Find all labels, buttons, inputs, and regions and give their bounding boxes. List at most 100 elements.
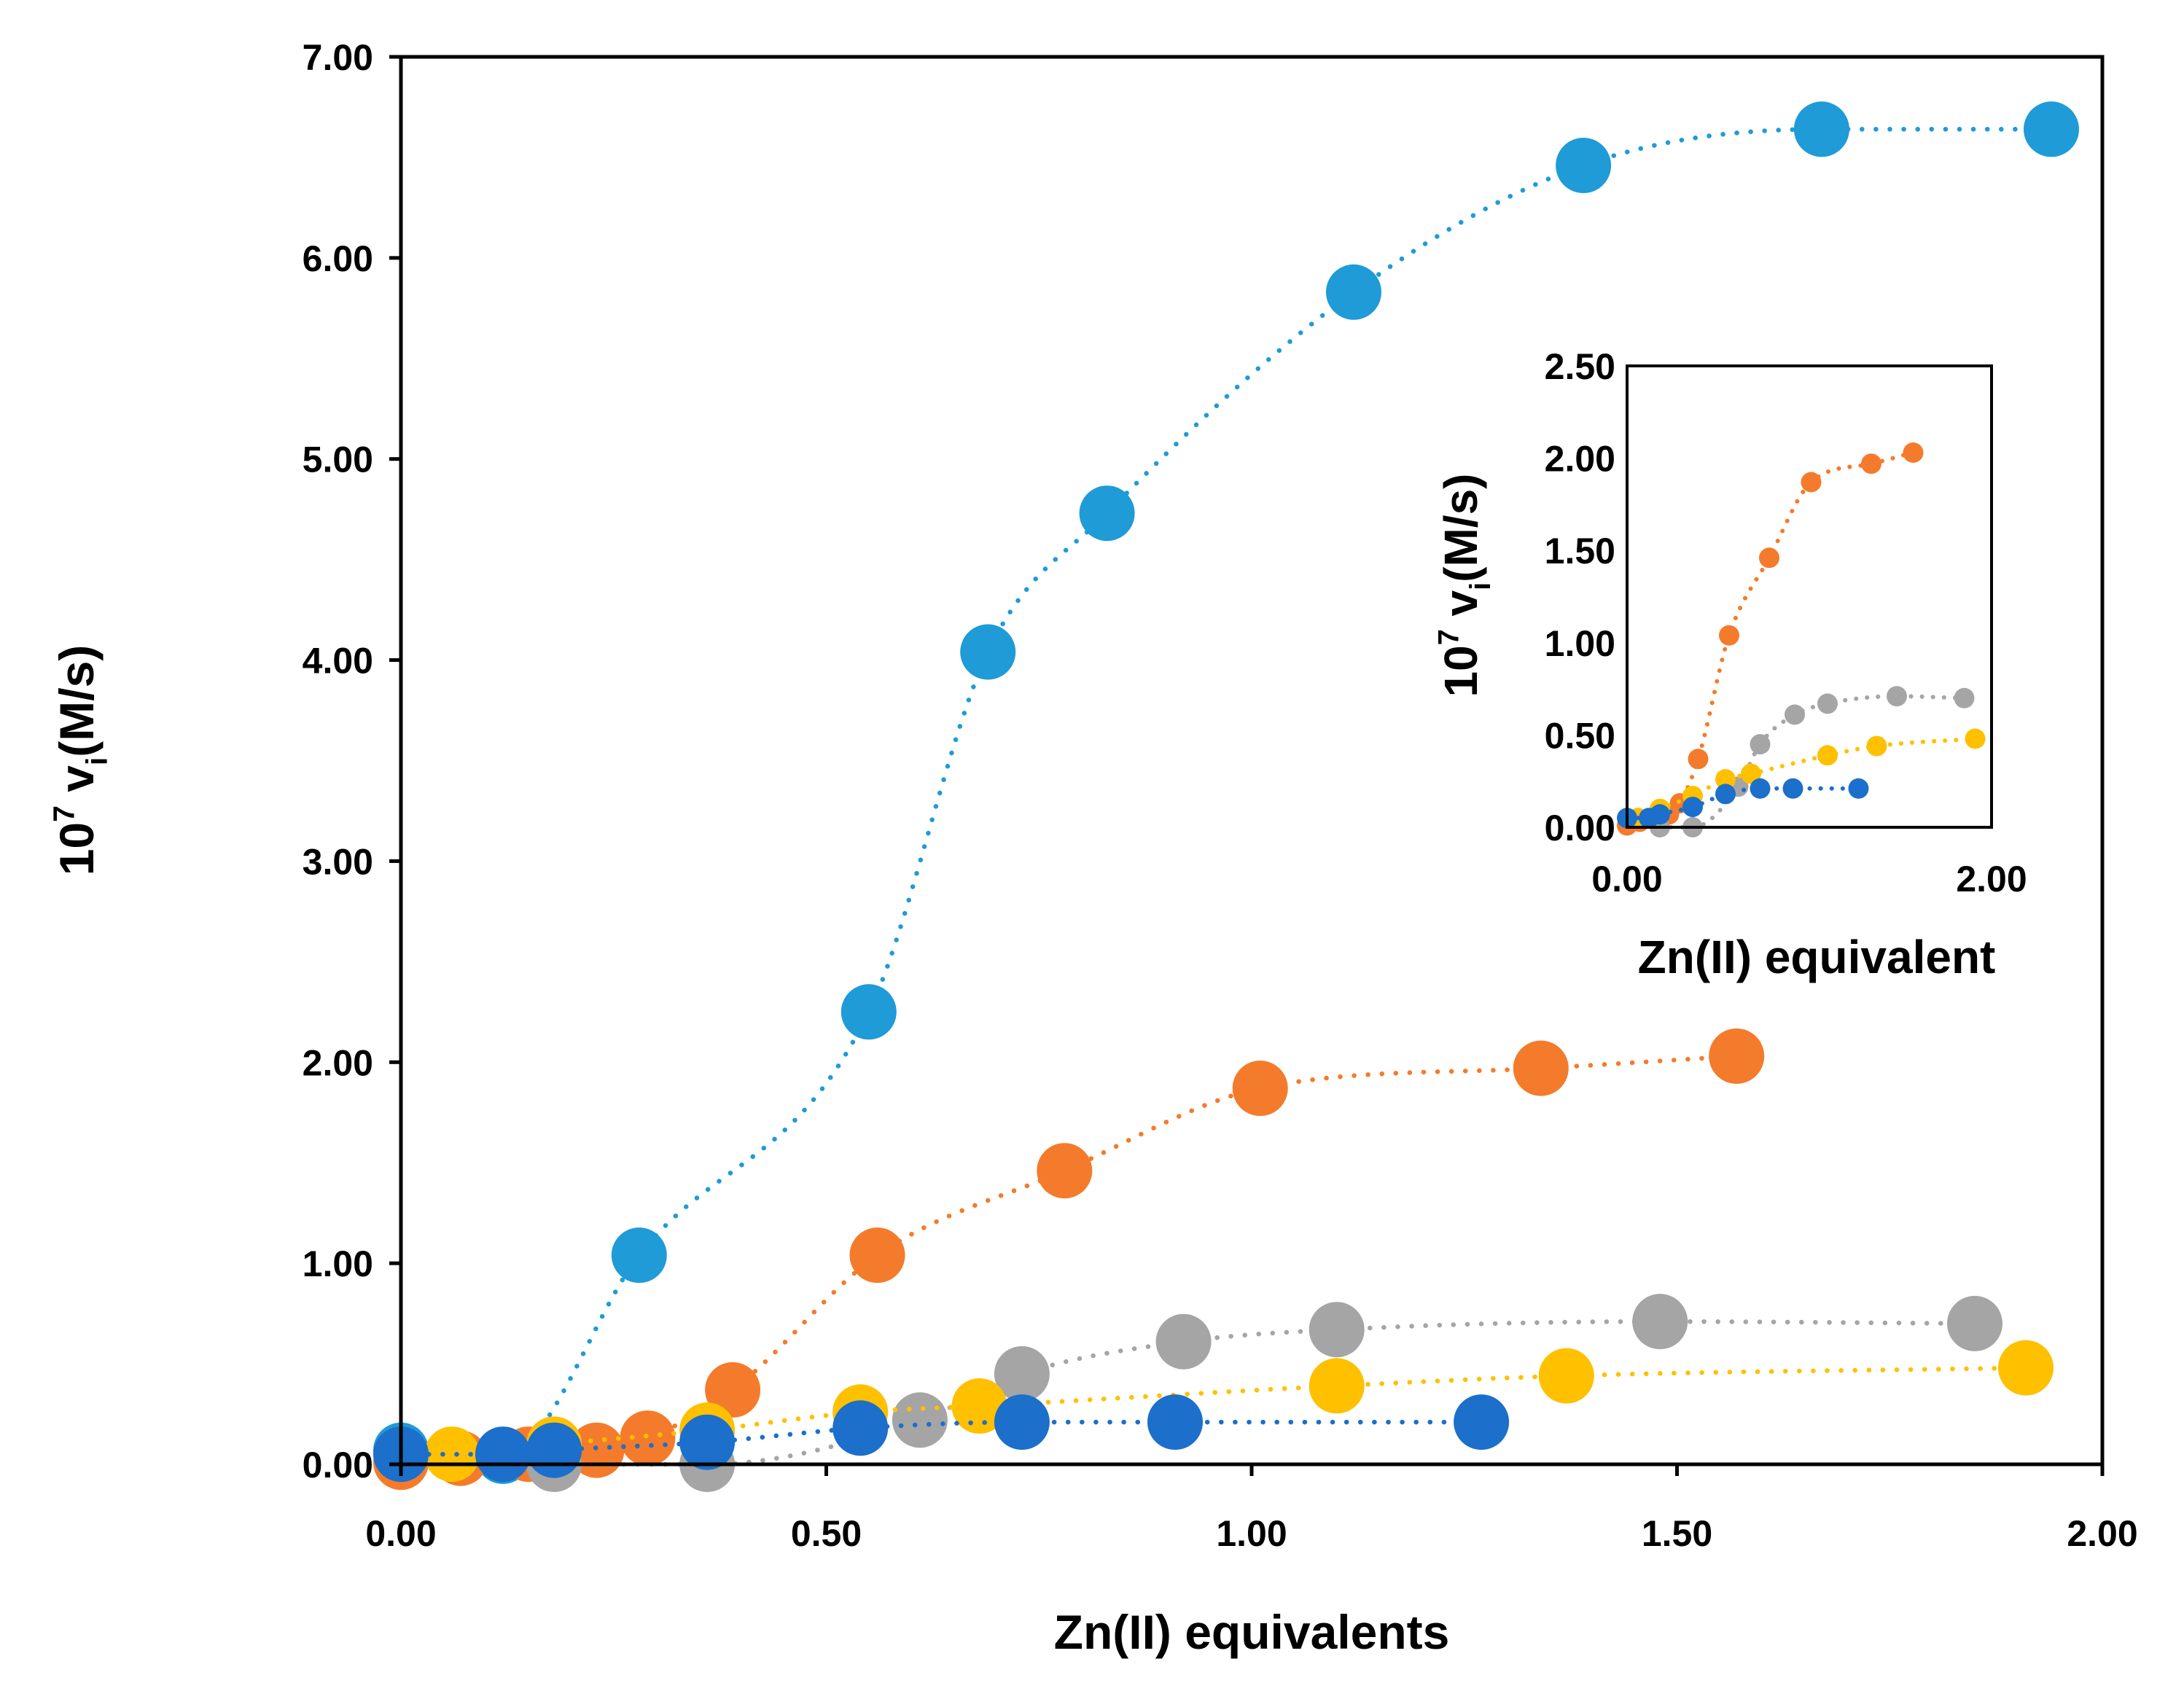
main-point-dark-blue-4 xyxy=(832,1400,889,1456)
main-point-yellow-0 xyxy=(424,1426,480,1483)
main-point-light-blue-5 xyxy=(1079,485,1135,542)
main-point-yellow-7 xyxy=(1998,1340,2054,1396)
inset-chart: 0.00 0.50 1.00 1.50 2.00 2.50 0.00 2.00 Zn(II) e… xyxy=(1432,346,2027,983)
main-point-light-blue-9 xyxy=(2024,101,2079,157)
inset-point-orange-6 xyxy=(1719,625,1739,646)
inset-series-orange xyxy=(1617,442,1924,836)
main-x-axis-title: Zn(II) equivalents xyxy=(1054,1605,1450,1659)
main-point-orange-6 xyxy=(849,1227,905,1284)
inset-point-orange-9 xyxy=(1861,453,1881,475)
inset-point-orange-8 xyxy=(1801,472,1822,493)
inset-point-dark-blue-2 xyxy=(1650,804,1670,825)
main-point-gray-6 xyxy=(1632,1294,1688,1350)
main-trendline-gray xyxy=(551,1319,1978,1467)
main-point-gray-3 xyxy=(994,1346,1050,1402)
main-point-orange-7 xyxy=(1037,1143,1093,1199)
main-point-yellow-6 xyxy=(1538,1348,1594,1404)
inset-series-dark-blue xyxy=(1617,778,1869,829)
main-series-gray xyxy=(526,1294,2002,1492)
main-point-dark-blue-5 xyxy=(994,1394,1050,1450)
main-point-gray-5 xyxy=(1309,1302,1365,1358)
main-y-tick-label: 7.00 xyxy=(303,37,373,78)
main-point-gray-7 xyxy=(1947,1295,2002,1351)
main-y-title-exponent: 7 xyxy=(47,805,81,822)
inset-y-tick-label: 2.00 xyxy=(1545,439,1615,480)
main-point-dark-blue-7 xyxy=(1454,1394,1510,1450)
inset-point-orange-5 xyxy=(1688,749,1709,770)
main-trendline-yellow xyxy=(449,1365,2029,1457)
inset-point-yellow-4 xyxy=(1741,763,1761,784)
inset-point-orange-7 xyxy=(1759,547,1779,569)
inset-y-title-unit: (M/s) xyxy=(1435,474,1487,582)
main-trendline-orange xyxy=(398,1053,1739,1465)
main-point-light-blue-6 xyxy=(1326,264,1381,320)
main-point-orange-9 xyxy=(1513,1040,1569,1096)
main-point-orange-10 xyxy=(1709,1028,1765,1084)
main-series-yellow xyxy=(424,1340,2054,1483)
main-series-light-blue xyxy=(373,101,2079,1484)
main-y-tick-label: 0.00 xyxy=(303,1445,373,1485)
inset-x-tick-label: 0.00 xyxy=(1591,859,1662,899)
inset-y-title-variable: v xyxy=(1435,590,1487,629)
main-chart: 0.00 1.00 2.00 3.00 4.00 5.00 6.00 7.00 0.00 0.50… xyxy=(47,37,2138,1659)
main-y-tick-label: 5.00 xyxy=(303,440,373,480)
main-point-light-blue-4 xyxy=(960,624,1016,680)
main-x-tick-label: 0.50 xyxy=(791,1513,862,1554)
main-y-tick-label: 6.00 xyxy=(303,238,373,279)
inset-point-yellow-5 xyxy=(1817,745,1838,766)
main-point-orange-5 xyxy=(705,1362,761,1418)
inset-point-yellow-7 xyxy=(1965,728,1986,749)
main-y-axis-title: 107 vi(M/s) xyxy=(47,645,114,876)
main-point-orange-8 xyxy=(1232,1061,1288,1117)
main-x-tick-label: 0.00 xyxy=(365,1513,436,1554)
main-point-yellow-4 xyxy=(951,1378,1007,1434)
inset-plot-frame xyxy=(1626,364,1993,829)
inset-y-tick-label: 1.50 xyxy=(1545,531,1615,571)
inset-y-title-base: 10 xyxy=(1435,645,1487,697)
main-point-orange-4 xyxy=(620,1410,676,1467)
main-y-title-unit: (M/s) xyxy=(50,645,104,757)
inset-point-dark-blue-6 xyxy=(1782,778,1803,799)
inset-y-axis-title: 107 vi(M/s) xyxy=(1432,474,1497,698)
inset-x-axis-title: Zn(II) equivalent xyxy=(1638,931,1996,983)
inset-point-gray-4 xyxy=(1785,704,1805,725)
main-y-title-variable: v xyxy=(50,765,104,805)
inset-y-tick-label: 0.00 xyxy=(1545,808,1615,848)
main-x-tick-label: 1.50 xyxy=(1642,1513,1712,1554)
inset-point-dark-blue-5 xyxy=(1750,778,1771,799)
main-y-tick-label: 1.00 xyxy=(303,1243,373,1284)
inset-point-dark-blue-3 xyxy=(1682,797,1703,818)
inset-x-tick-label: 2.00 xyxy=(1956,859,2027,899)
main-y-title-subscript: i xyxy=(79,757,113,765)
main-trendline-light-blue xyxy=(398,127,2054,1459)
main-x-tick-label: 2.00 xyxy=(2067,1513,2137,1554)
inset-y-title-exponent: 7 xyxy=(1432,629,1465,645)
main-y-title-base: 10 xyxy=(50,822,104,875)
inset-point-gray-6 xyxy=(1887,686,1907,707)
inset-point-gray-5 xyxy=(1817,693,1838,714)
main-y-tick-label: 4.00 xyxy=(303,641,373,682)
main-y-tick-label: 3.00 xyxy=(303,841,373,882)
main-point-light-blue-8 xyxy=(1793,101,1849,157)
main-point-dark-blue-3 xyxy=(679,1414,736,1470)
main-point-light-blue-3 xyxy=(841,984,897,1040)
inset-y-tick-label: 0.50 xyxy=(1545,715,1615,756)
main-y-tick-label: 2.00 xyxy=(303,1042,373,1083)
main-point-dark-blue-2 xyxy=(526,1422,582,1478)
inset-y-tick-label: 2.50 xyxy=(1545,346,1615,387)
main-point-light-blue-2 xyxy=(611,1227,667,1284)
inset-point-dark-blue-7 xyxy=(1848,778,1869,799)
main-point-dark-blue-1 xyxy=(475,1426,531,1483)
inset-point-dark-blue-4 xyxy=(1715,784,1736,805)
main-point-light-blue-7 xyxy=(1556,138,1612,193)
inset-y-title-subscript: i xyxy=(1465,582,1497,590)
inset-point-yellow-6 xyxy=(1866,735,1887,757)
inset-y-tick-label: 1.00 xyxy=(1545,623,1615,664)
inset-point-gray-7 xyxy=(1954,687,1975,708)
inset-point-orange-10 xyxy=(1903,442,1924,463)
inset-point-yellow-3 xyxy=(1715,769,1736,790)
main-point-yellow-5 xyxy=(1309,1358,1365,1414)
main-point-gray-2 xyxy=(892,1392,948,1448)
main-point-gray-4 xyxy=(1155,1313,1212,1370)
